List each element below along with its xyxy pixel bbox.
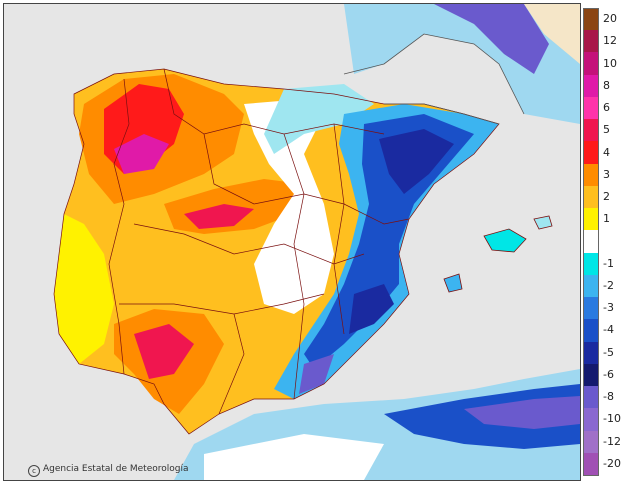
legend-swatch <box>583 319 599 343</box>
country-borders <box>343 33 525 125</box>
legend-swatch <box>583 452 599 476</box>
legend-swatch <box>583 297 599 321</box>
north-africa-white <box>204 434 384 480</box>
region-borders <box>53 68 500 435</box>
credit-text: Agencia Estatal de Meteorología <box>43 464 189 474</box>
southeast-violet <box>299 354 334 394</box>
legend-swatch <box>583 208 599 232</box>
legend-swatch <box>583 163 599 187</box>
legend-label: -3 <box>603 301 614 315</box>
menorca <box>533 215 553 230</box>
legend-label: -12 <box>603 434 621 448</box>
legend-label: -8 <box>603 390 614 404</box>
france-warm-edge <box>524 4 580 64</box>
legend-swatch <box>583 8 599 31</box>
france-cold-zone <box>434 4 549 74</box>
legend-label: 5 <box>603 123 610 137</box>
ibiza <box>443 273 463 293</box>
legend-swatch <box>583 230 599 254</box>
anomaly-map <box>3 3 581 481</box>
legend-label: 12 <box>603 34 617 48</box>
legend-swatch <box>583 252 599 276</box>
legend-label: -4 <box>603 323 614 337</box>
legend-swatch <box>583 52 599 76</box>
legend-label: -2 <box>603 278 614 292</box>
northwest-magenta <box>114 134 169 174</box>
copyright-credit: c Agencia Estatal de Meteorología <box>28 464 189 477</box>
legend-label: -10 <box>603 412 621 426</box>
copyright-icon: c <box>28 465 40 477</box>
legend-swatch <box>583 341 599 365</box>
east-mid-blue <box>304 114 474 369</box>
legend-swatch <box>583 141 599 165</box>
southwest-red <box>134 324 194 379</box>
legend-swatch <box>583 408 599 432</box>
legend-label: 1 <box>603 212 610 226</box>
north-cyan <box>264 84 374 154</box>
legend-label: 8 <box>603 78 610 92</box>
east-dark-blue-south <box>349 284 394 334</box>
east-dark-blue-north <box>379 129 454 194</box>
central-red <box>184 204 254 229</box>
map-canvas <box>4 4 580 480</box>
color-legend: 20 12 10 8 6 5 4 3 2 1 -1 -2 -3 -4 -5 -6 -8 -10 -12 -20 <box>583 8 628 478</box>
north-africa-violet <box>464 396 580 429</box>
legend-label: 10 <box>603 56 617 70</box>
portugal-yellow <box>54 214 114 364</box>
legend-label: -20 <box>603 456 621 470</box>
legend-label: -5 <box>603 345 614 359</box>
legend-swatch <box>583 386 599 410</box>
legend-swatch <box>583 430 599 454</box>
legend-label: 4 <box>603 145 610 159</box>
legend-label: 6 <box>603 101 610 115</box>
legend-label: -6 <box>603 367 614 381</box>
legend-label: -1 <box>603 256 614 270</box>
legend-swatch <box>583 74 599 98</box>
neutral-zone <box>244 99 334 314</box>
legend-label: 20 <box>603 12 617 26</box>
legend-swatch <box>583 119 599 143</box>
legend-swatch <box>583 363 599 387</box>
legend-swatch <box>583 274 599 298</box>
legend-label: 3 <box>603 167 610 181</box>
legend-swatch <box>583 185 599 209</box>
legend-swatch <box>583 30 599 54</box>
legend-swatch <box>583 96 599 120</box>
legend-label: 2 <box>603 190 610 204</box>
mallorca <box>483 228 527 253</box>
